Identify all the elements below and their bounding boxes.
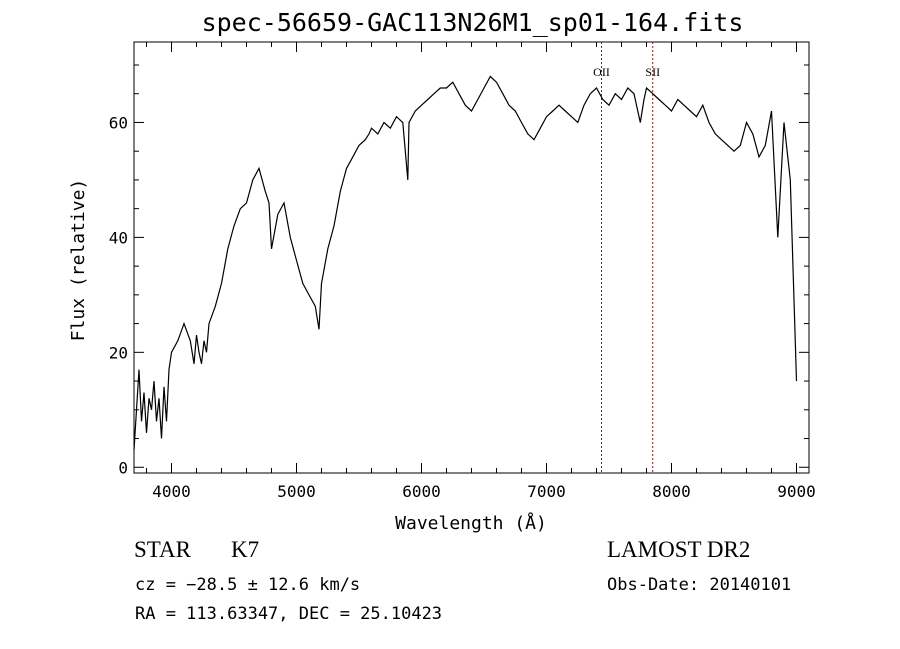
y-tick-label: 20 [109, 343, 128, 362]
classification: STAR K7 [134, 537, 259, 563]
marker-label: SII [645, 65, 660, 79]
y-tick-label: 40 [109, 228, 128, 247]
survey-name: LAMOST DR2 [607, 537, 751, 562]
chart-title: spec-56659-GAC113N26M1_sp01-164.fits [201, 8, 744, 37]
y-tick-label: 0 [118, 458, 128, 477]
y-axis-label: Flux (relative) [68, 179, 89, 342]
coordinates: RA = 113.63347, DEC = 25.10423 [135, 604, 443, 624]
axis-tick-labels: 4000 5000 6000 7000 8000 9000 0 20 40 60 [109, 113, 816, 501]
x-tick-label: 9000 [777, 482, 816, 501]
line-markers: OII SII [593, 42, 660, 473]
marker-label: OII [593, 65, 610, 79]
x-tick-label: 5000 [277, 482, 316, 501]
x-tick-label: 7000 [527, 482, 566, 501]
x-tick-label: 8000 [652, 482, 691, 501]
x-tick-label: 6000 [402, 482, 441, 501]
y-tick-label: 60 [109, 113, 128, 132]
observation-date: Obs-Date: 20140101 [607, 575, 792, 595]
axis-ticks [134, 42, 809, 473]
redshift-velocity: cz = −28.5 ± 12.6 km/s [135, 575, 361, 595]
plot-frame [133, 41, 810, 474]
x-tick-label: 4000 [152, 482, 191, 501]
x-axis-label: Wavelength (Å) [395, 512, 547, 534]
spectrum-line [133, 75, 798, 451]
subclass-label: K7 [230, 537, 260, 562]
class-label: STAR [134, 537, 191, 562]
